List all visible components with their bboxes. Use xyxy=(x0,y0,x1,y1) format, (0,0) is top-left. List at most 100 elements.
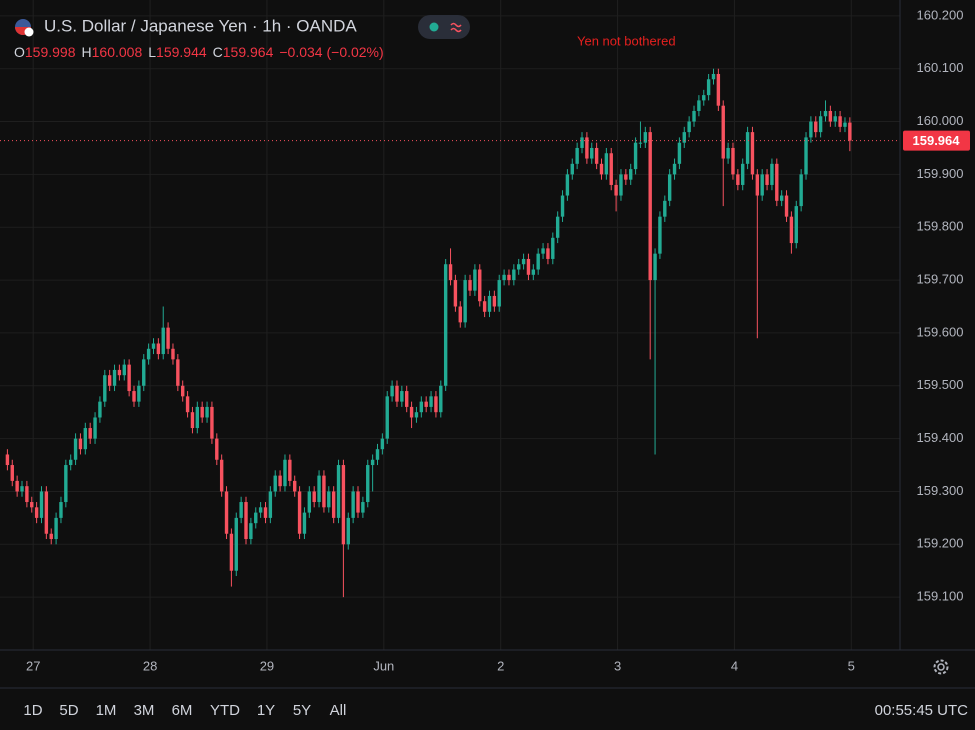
candle-body xyxy=(546,248,550,259)
candle-body xyxy=(667,174,672,201)
candle-body xyxy=(283,459,287,487)
candle-body xyxy=(83,428,88,450)
candle-body xyxy=(385,396,389,439)
candle-body xyxy=(346,517,350,545)
candle-body xyxy=(390,385,394,397)
candle-body xyxy=(658,216,662,254)
candle-body xyxy=(424,401,428,407)
candle-body xyxy=(512,269,516,281)
candle-body xyxy=(590,147,594,159)
candle-body xyxy=(244,502,248,540)
range-button[interactable]: 1Y xyxy=(257,702,275,719)
candle-body xyxy=(414,412,419,418)
candle-body xyxy=(541,248,545,254)
candle-body xyxy=(331,491,336,518)
candle-body xyxy=(570,163,574,175)
candle-body xyxy=(122,364,126,376)
candles xyxy=(5,68,852,598)
ohlc-key: H xyxy=(82,44,92,60)
candle-body xyxy=(117,369,122,376)
candle-body xyxy=(39,491,44,518)
candle-body xyxy=(502,274,506,281)
range-button[interactable]: 1D xyxy=(23,702,42,719)
candle-body xyxy=(555,216,560,238)
candle-body xyxy=(69,459,73,466)
candle-body xyxy=(633,142,638,170)
candle-body xyxy=(322,475,326,508)
candle-body xyxy=(219,459,224,492)
candle-body xyxy=(200,406,204,418)
candle-body xyxy=(49,533,53,540)
candle-body xyxy=(487,295,492,312)
candle-body xyxy=(711,73,716,80)
y-tick-label: 159.400 xyxy=(917,430,964,445)
candle-body xyxy=(755,174,760,196)
candle-body xyxy=(585,137,589,159)
candle-body xyxy=(268,491,273,518)
y-tick-label: 159.900 xyxy=(917,166,964,181)
candle-body xyxy=(127,364,131,392)
candle-body xyxy=(775,163,779,201)
candle-body xyxy=(804,137,808,175)
candle-body xyxy=(146,348,151,360)
candle-body xyxy=(293,480,297,492)
candle-body xyxy=(366,465,370,503)
ohlc-value: 159.964 xyxy=(223,44,274,60)
candle-body xyxy=(789,216,794,244)
candle-body xyxy=(405,391,409,407)
range-button[interactable]: 5D xyxy=(59,702,78,719)
candle-body xyxy=(716,73,721,106)
candle-body xyxy=(745,132,750,164)
candle-body xyxy=(507,274,511,281)
candle-body xyxy=(677,142,682,164)
candle-body xyxy=(317,475,321,503)
candle-body xyxy=(604,153,609,175)
range-button[interactable]: 6M xyxy=(172,702,193,719)
status-pill[interactable] xyxy=(418,15,470,39)
y-tick-label: 160.000 xyxy=(917,113,964,128)
range-button[interactable]: YTD xyxy=(210,702,240,719)
candle-body xyxy=(278,475,282,487)
candle-body xyxy=(181,385,185,397)
settings-button[interactable] xyxy=(933,659,949,675)
ohlc-line: O159.998 H160.008 L159.944 C159.964 −0.034 (… xyxy=(14,44,384,60)
candle-body xyxy=(258,507,263,513)
candle-body xyxy=(760,174,764,196)
change-value: −0.034 (−0.02%) xyxy=(279,44,383,60)
x-tick-label: Jun xyxy=(373,658,394,673)
candle-body xyxy=(370,459,375,466)
range-button[interactable]: All xyxy=(330,702,347,719)
range-button[interactable]: 1M xyxy=(96,702,117,719)
candle-body xyxy=(312,491,316,503)
candle-body xyxy=(263,507,268,518)
x-tick-label: 29 xyxy=(260,658,274,673)
candle-body xyxy=(375,449,380,460)
candle-body xyxy=(818,116,823,133)
candle-body xyxy=(215,438,219,460)
candle-body xyxy=(794,206,798,244)
candle-body xyxy=(848,122,852,141)
candle-body xyxy=(419,401,424,413)
candle-body xyxy=(458,306,462,323)
candle-body xyxy=(10,465,14,481)
chart-title: U.S. Dollar / Japanese Yen · 1h · OANDA xyxy=(44,16,357,35)
candle-body xyxy=(20,486,24,492)
candle-body xyxy=(551,237,555,259)
range-button[interactable]: 3M xyxy=(134,702,155,719)
ohlc-value: 159.944 xyxy=(156,44,207,60)
candle-body xyxy=(784,195,789,217)
candle-body xyxy=(176,359,180,386)
market-open-dot xyxy=(429,22,439,32)
candle-body xyxy=(653,253,657,281)
candle-body xyxy=(429,396,433,407)
delayed-icon xyxy=(450,22,462,33)
range-button[interactable]: 5Y xyxy=(293,702,311,719)
candle-body xyxy=(843,122,847,127)
candle-body xyxy=(249,523,253,540)
candle-body xyxy=(302,512,307,534)
candle-body xyxy=(575,147,579,164)
candle-body xyxy=(823,110,828,117)
candle-body xyxy=(273,475,277,492)
candle-body xyxy=(687,121,691,133)
